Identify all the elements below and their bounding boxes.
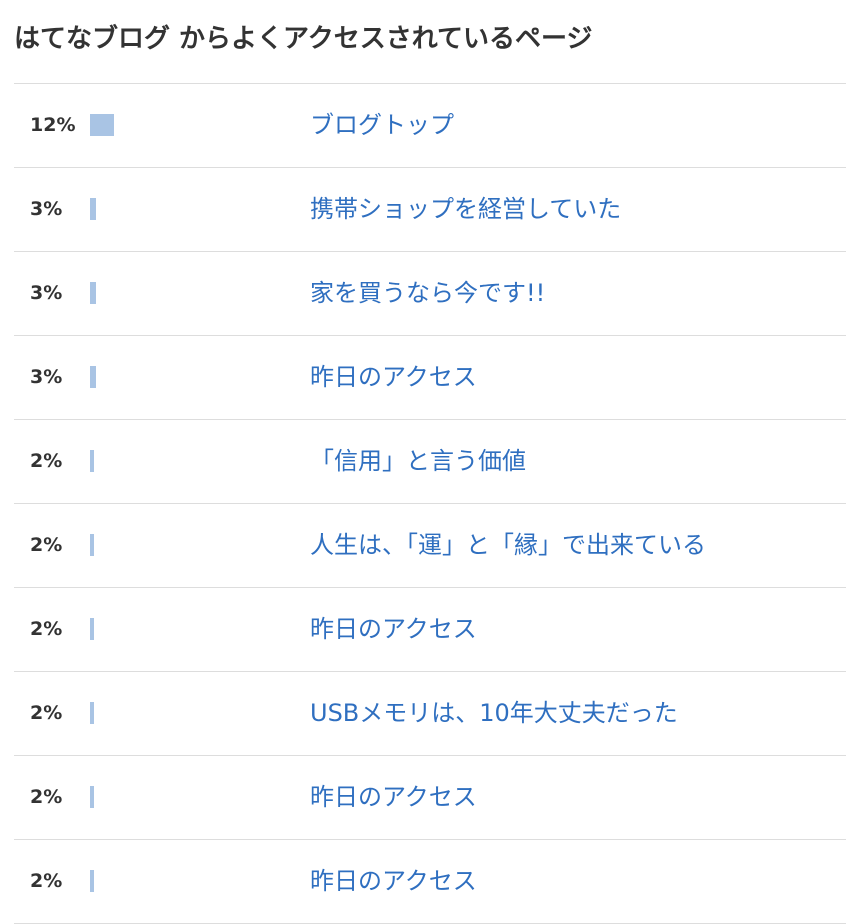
section-title: はてなブログ からよくアクセスされているページ <box>14 24 593 54</box>
list-row: 2% 昨日のアクセス <box>14 588 846 672</box>
share-bar <box>90 786 94 808</box>
share-label: 2% <box>30 534 63 556</box>
page-link[interactable]: 人生は、「運」と「縁」で出来ている <box>310 531 706 559</box>
share-label: 3% <box>30 198 63 220</box>
page-link[interactable]: 昨日のアクセス <box>310 363 477 391</box>
list-row: 3% 家を買うなら今です!! <box>14 252 846 336</box>
page-link[interactable]: 昨日のアクセス <box>310 783 477 811</box>
share-bar <box>90 450 94 472</box>
share-bar <box>90 198 96 220</box>
share-bar <box>90 282 96 304</box>
share-bar <box>90 870 94 892</box>
list-row: 2% 「信用」と言う価値 <box>14 420 846 504</box>
page-link[interactable]: 「信用」と言う価値 <box>310 447 526 475</box>
page-link[interactable]: USBメモリは、10年大丈夫だった <box>310 699 678 727</box>
list-row: 2% USBメモリは、10年大丈夫だった <box>14 672 846 756</box>
share-label: 12% <box>30 114 76 136</box>
list-row: 2% 昨日のアクセス <box>14 756 846 840</box>
share-bar <box>90 702 94 724</box>
share-bar <box>90 114 114 136</box>
list-row: 3% 昨日のアクセス <box>14 336 846 420</box>
share-bar <box>90 618 94 640</box>
page-link[interactable]: 昨日のアクセス <box>310 867 477 895</box>
share-label: 2% <box>30 786 63 808</box>
page-link[interactable]: 昨日のアクセス <box>310 615 477 643</box>
share-bar <box>90 534 94 556</box>
share-label: 2% <box>30 702 63 724</box>
share-label: 3% <box>30 282 63 304</box>
list-row: 2% 人生は、「運」と「縁」で出来ている <box>14 504 846 588</box>
share-label: 2% <box>30 618 63 640</box>
page-link[interactable]: 携帯ショップを経営していた <box>310 195 622 223</box>
share-bar <box>90 366 96 388</box>
list-row: 3% 携帯ショップを経営していた <box>14 168 846 252</box>
list-row: 2% 昨日のアクセス <box>14 840 846 924</box>
list-row: 12% ブログトップ <box>14 84 846 168</box>
page-link[interactable]: ブログトップ <box>310 111 454 139</box>
share-label: 2% <box>30 870 63 892</box>
share-label: 2% <box>30 450 63 472</box>
page-link[interactable]: 家を買うなら今です!! <box>310 279 546 307</box>
page-list: 12% ブログトップ 3% 携帯ショップを経営していた 3% 家を買うなら今です!! 3% 昨… <box>14 83 846 924</box>
share-label: 3% <box>30 366 63 388</box>
